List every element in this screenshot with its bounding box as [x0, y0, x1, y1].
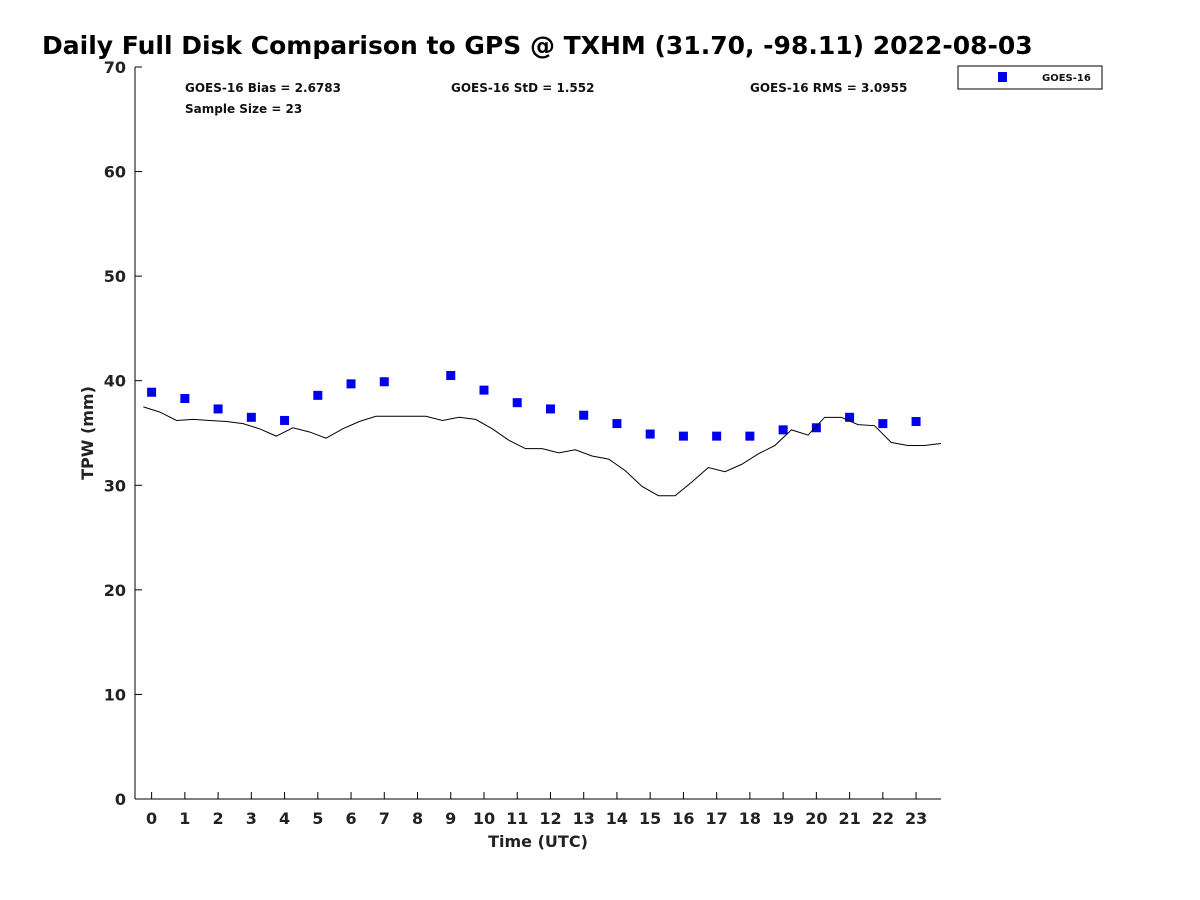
goes-16-point [379, 377, 389, 387]
goes-16-point [446, 370, 456, 380]
y-tick-label: 20 [104, 581, 126, 600]
legend-marker [998, 72, 1007, 82]
x-tick-label: 13 [573, 809, 595, 828]
y-tick-label: 40 [104, 372, 126, 391]
sample-size-stat: Sample Size = 23 [185, 102, 302, 116]
goes-16-point [745, 431, 755, 441]
x-tick-label: 14 [606, 809, 628, 828]
x-tick-label: 7 [379, 809, 390, 828]
x-tick-label: 18 [739, 809, 761, 828]
legend: GOES-16 [957, 65, 1103, 90]
goes-16-point [579, 410, 589, 420]
x-tick-label: 22 [872, 809, 894, 828]
goes-16-point [479, 385, 489, 395]
x-tick-label: 12 [539, 809, 561, 828]
y-tick-label: 0 [115, 790, 126, 809]
goes-16-point [180, 393, 190, 403]
x-tick-label: 11 [506, 809, 528, 828]
goes-16-point [678, 431, 688, 441]
x-tick-label: 1 [179, 809, 190, 828]
axes: 0 1 2 3 4 5 6 7 8 9 10 11 12 13 14 15 16 17 18 19 20 21 22 2301… [104, 58, 941, 828]
goes-16-point [213, 404, 223, 414]
x-tick-label: 17 [706, 809, 728, 828]
goes-16-point [778, 425, 788, 435]
goes-16-point [878, 419, 888, 429]
x-tick-label: 2 [213, 809, 224, 828]
x-tick-label: 6 [345, 809, 356, 828]
x-tick-label: 9 [445, 809, 456, 828]
legend-label: GOES-16 [1042, 73, 1091, 84]
x-tick-label: 10 [473, 809, 495, 828]
bias-stat: GOES-16 Bias = 2.6783 [185, 81, 341, 95]
goes-16-point [811, 423, 821, 433]
goes-16-point [313, 390, 323, 400]
goes-16-point [645, 429, 655, 439]
plot-marks [143, 370, 942, 497]
x-tick-label: 0 [146, 809, 157, 828]
y-tick-label: 50 [104, 267, 126, 286]
goes-16-point [512, 398, 522, 408]
chart-title: Daily Full Disk Comparison to GPS @ TXHM… [42, 31, 1033, 60]
x-tick-label: 5 [312, 809, 323, 828]
goes-16-point [147, 387, 157, 397]
x-tick-label: 21 [838, 809, 860, 828]
x-tick-label: 4 [279, 809, 290, 828]
goes-16-point [346, 379, 356, 389]
y-tick-label: 60 [104, 163, 126, 182]
x-tick-label: 19 [772, 809, 794, 828]
y-tick-label: 30 [104, 476, 126, 495]
x-tick-label: 15 [639, 809, 661, 828]
y-tick-label: 10 [104, 685, 126, 704]
goes-16-point [845, 412, 855, 422]
x-tick-label: 20 [805, 809, 827, 828]
x-axis-label: Time (UTC) [488, 832, 588, 851]
goes-16-point [612, 419, 622, 429]
x-tick-label: 8 [412, 809, 423, 828]
x-tick-label: 3 [246, 809, 257, 828]
y-tick-label: 70 [104, 58, 126, 77]
goes-16-point [280, 415, 290, 425]
goes-16-point [911, 416, 921, 426]
rms-stat: GOES-16 RMS = 3.0955 [750, 81, 907, 95]
y-axis-label: TPW (mm) [78, 386, 97, 480]
goes-16-point [545, 404, 555, 414]
x-tick-label: 16 [672, 809, 694, 828]
legend-box [957, 65, 1103, 90]
std-stat: GOES-16 StD = 1.552 [451, 81, 594, 95]
goes-16-point [712, 431, 722, 441]
x-tick-label: 23 [905, 809, 927, 828]
goes-16-point [246, 412, 256, 422]
gps-line [143, 406, 942, 497]
